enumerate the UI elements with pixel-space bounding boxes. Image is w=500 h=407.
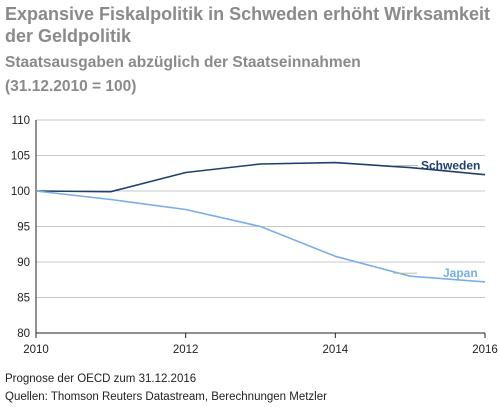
- chart-title: Expansive Fiskalpolitik in Schweden erhö…: [5, 4, 490, 46]
- series-lines: [35, 161, 486, 283]
- series-line-japan: [35, 190, 486, 283]
- sources-note: Quellen: Thomson Reuters Datastream, Ber…: [5, 391, 327, 403]
- y-tick-label: 85: [17, 293, 30, 305]
- chart-subtitle: Staatsausgaben abzüglich der Staatseinna…: [5, 54, 361, 71]
- forecast-note: Prognose der OECD zum 31.12.2016: [5, 373, 197, 385]
- y-tick-label: 80: [17, 328, 30, 340]
- series-label-schweden: Schweden: [421, 159, 480, 173]
- y-tick-label: 110: [12, 115, 30, 127]
- y-tick-label: 95: [17, 222, 30, 234]
- y-tick-label: 90: [17, 257, 30, 269]
- x-tick-label: 2016: [472, 344, 498, 356]
- series-line-schweden: [35, 161, 486, 193]
- chart-subtitle-base: (31.12.2010 = 100): [5, 78, 137, 95]
- x-tick-label: 2010: [23, 344, 49, 356]
- x-tick-label: 2012: [173, 344, 199, 356]
- grid-lines: [36, 119, 485, 298]
- axes: [35, 120, 486, 338]
- tick-labels: 80 85 90 95 100 105 110 2010 2012 2014 2016 Schwede…: [11, 115, 498, 356]
- y-tick-label: 105: [11, 151, 30, 163]
- y-tick-label: 100: [11, 186, 30, 198]
- series-label-japan: Japan: [443, 266, 478, 280]
- x-tick-label: 2014: [323, 344, 349, 356]
